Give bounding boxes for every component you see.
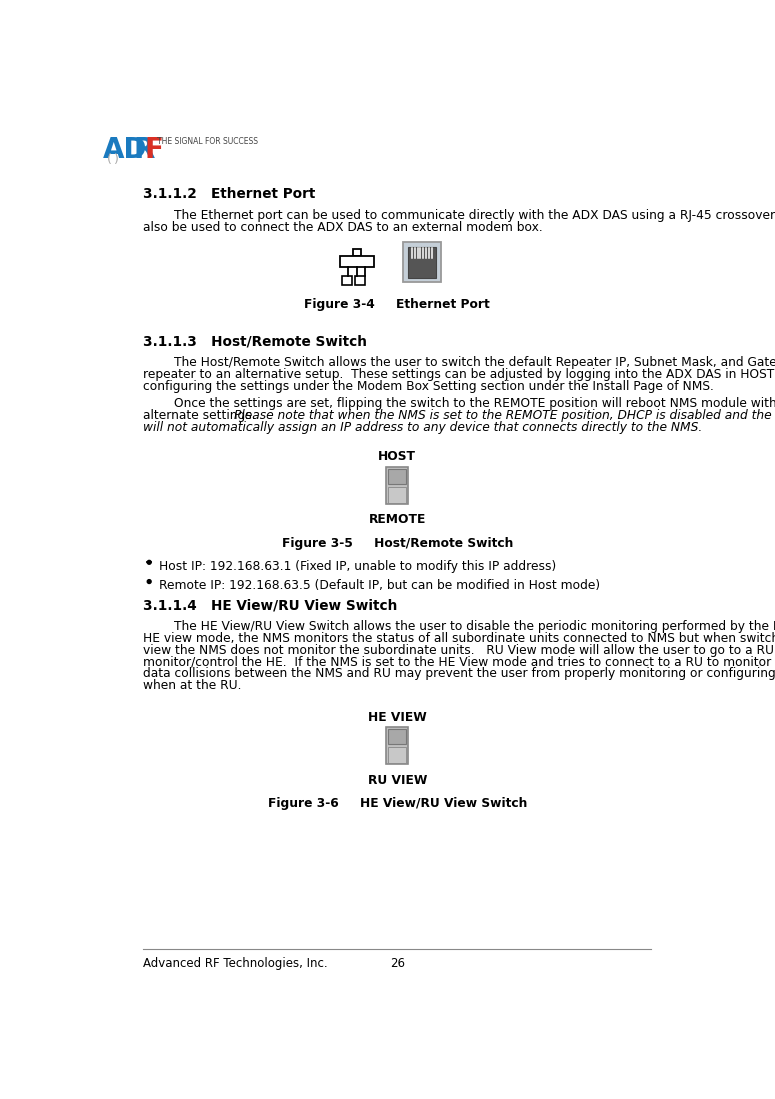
Text: when at the RU.: when at the RU.: [143, 679, 242, 692]
Text: The HE View/RU View Switch allows the user to disable the periodic monitoring pe: The HE View/RU View Switch allows the us…: [143, 620, 775, 633]
Text: Figure 3-5     Host/Remote Switch: Figure 3-5 Host/Remote Switch: [281, 536, 513, 550]
Text: Please note that when the NMS is set to the REMOTE position, DHCP is disabled an: Please note that when the NMS is set to …: [234, 409, 775, 422]
Text: RU VIEW: RU VIEW: [367, 774, 427, 787]
Text: configuring the settings under the Modem Box Setting section under the Install P: configuring the settings under the Modem…: [143, 380, 715, 393]
Text: Advanced RF Technologies, Inc.: Advanced RF Technologies, Inc.: [143, 956, 328, 969]
Text: Host IP: 192.168.63.1 (Fixed IP, unable to modify this IP address): Host IP: 192.168.63.1 (Fixed IP, unable …: [159, 559, 556, 573]
Circle shape: [147, 560, 151, 564]
Text: Figure 3-6     HE View/RU View Switch: Figure 3-6 HE View/RU View Switch: [267, 797, 527, 810]
FancyBboxPatch shape: [386, 728, 408, 765]
Text: HOST: HOST: [378, 451, 416, 464]
Text: view the NMS does not monitor the subordinate units.   RU View mode will allow t: view the NMS does not monitor the subord…: [143, 644, 775, 656]
FancyBboxPatch shape: [388, 487, 406, 502]
Text: F: F: [145, 136, 164, 164]
Text: alternate settings.: alternate settings.: [143, 409, 264, 422]
Text: REMOTE: REMOTE: [368, 513, 426, 526]
FancyBboxPatch shape: [403, 243, 442, 282]
Text: ): ): [114, 153, 119, 166]
Text: AD: AD: [103, 136, 147, 164]
Text: (: (: [107, 153, 112, 166]
Text: 3.1.1.4   HE View/RU View Switch: 3.1.1.4 HE View/RU View Switch: [143, 598, 398, 612]
Text: Remote IP: 192.168.63.5 (Default IP, but can be modified in Host mode): Remote IP: 192.168.63.5 (Default IP, but…: [159, 579, 600, 592]
FancyBboxPatch shape: [388, 747, 406, 763]
FancyBboxPatch shape: [388, 469, 406, 485]
Text: THE SIGNAL FOR SUCCESS: THE SIGNAL FOR SUCCESS: [157, 136, 258, 145]
Text: repeater to an alternative setup.  These settings can be adjusted by logging int: repeater to an alternative setup. These …: [143, 368, 775, 381]
FancyBboxPatch shape: [353, 248, 361, 256]
Text: Once the settings are set, flipping the switch to the REMOTE position will reboo: Once the settings are set, flipping the …: [143, 397, 775, 410]
Text: also be used to connect the ADX DAS to an external modem box.: also be used to connect the ADX DAS to a…: [143, 221, 543, 234]
FancyBboxPatch shape: [408, 247, 436, 278]
Text: data collisions between the NMS and RU may prevent the user from properly monito: data collisions between the NMS and RU m…: [143, 667, 775, 680]
Text: 3.1.1.2   Ethernet Port: 3.1.1.2 Ethernet Port: [143, 187, 315, 201]
FancyBboxPatch shape: [355, 276, 364, 286]
Text: The Ethernet port can be used to communicate directly with the ADX DAS using a R: The Ethernet port can be used to communi…: [143, 209, 775, 222]
Text: will not automatically assign an IP address to any device that connects directly: will not automatically assign an IP addr…: [143, 421, 703, 434]
Text: 3.1.1.3   Host/Remote Switch: 3.1.1.3 Host/Remote Switch: [143, 335, 367, 348]
FancyBboxPatch shape: [386, 467, 408, 504]
Text: The Host/Remote Switch allows the user to switch the default Repeater IP, Subnet: The Host/Remote Switch allows the user t…: [143, 356, 775, 369]
FancyBboxPatch shape: [343, 276, 352, 286]
Circle shape: [147, 579, 151, 584]
Text: HE view mode, the NMS monitors the status of all subordinate units connected to : HE view mode, the NMS monitors the statu…: [143, 632, 775, 645]
Text: monitor/control the HE.  If the NMS is set to the HE View mode and tries to conn: monitor/control the HE. If the NMS is se…: [143, 655, 775, 668]
FancyBboxPatch shape: [388, 729, 406, 744]
FancyBboxPatch shape: [339, 256, 374, 267]
Text: R: R: [133, 136, 155, 164]
Text: 26: 26: [390, 956, 405, 969]
Text: HE VIEW: HE VIEW: [368, 711, 426, 723]
Text: Figure 3-4     Ethernet Port: Figure 3-4 Ethernet Port: [305, 298, 490, 311]
